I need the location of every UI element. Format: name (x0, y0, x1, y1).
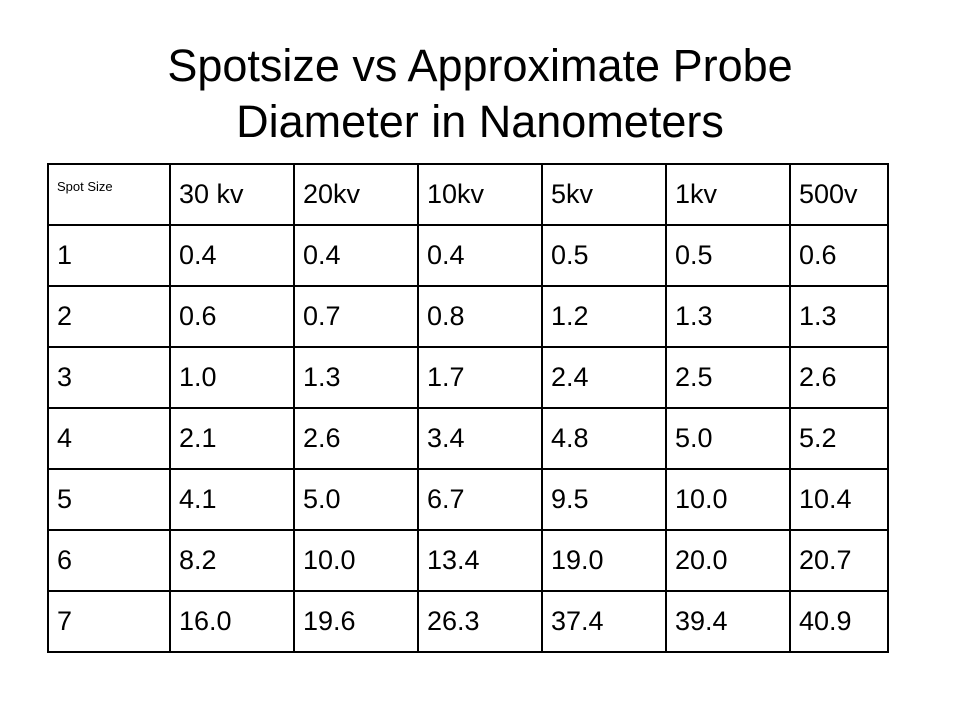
table-cell: 0.7 (293, 285, 419, 348)
header-cell: Spot Size (47, 163, 171, 226)
table-cell: 4 (47, 407, 171, 470)
table-cell: 8.2 (169, 529, 295, 592)
table-cell: 6.7 (417, 468, 543, 531)
table-row: 2 0.6 0.7 0.8 1.2 1.3 1.3 (47, 285, 889, 348)
header-row: Spot Size 30 kv 20kv 10kv 5kv 1kv 500v (47, 163, 889, 226)
table-cell: 20.0 (665, 529, 791, 592)
table-cell: 19.6 (293, 590, 419, 653)
table-cell: 4.8 (541, 407, 667, 470)
table-cell: 0.8 (417, 285, 543, 348)
table-cell: 0.6 (169, 285, 295, 348)
header-cell: 30 kv (169, 163, 295, 226)
table-cell: 1.3 (665, 285, 791, 348)
table-row: 5 4.1 5.0 6.7 9.5 10.0 10.4 (47, 468, 889, 531)
table-cell: 1.7 (417, 346, 543, 409)
table-cell: 37.4 (541, 590, 667, 653)
table-row: 1 0.4 0.4 0.4 0.5 0.5 0.6 (47, 224, 889, 287)
header-cell: 500v (789, 163, 889, 226)
table-cell: 10.4 (789, 468, 889, 531)
table-cell: 5.0 (293, 468, 419, 531)
table-cell: 2.6 (789, 346, 889, 409)
table-cell: 2.4 (541, 346, 667, 409)
table-cell: 1.2 (541, 285, 667, 348)
table-cell: 9.5 (541, 468, 667, 531)
table-cell: 1.3 (293, 346, 419, 409)
table-row: 3 1.0 1.3 1.7 2.4 2.5 2.6 (47, 346, 889, 409)
table-cell: 10.0 (293, 529, 419, 592)
title-line: Diameter in Nanometers (236, 96, 724, 147)
table-cell: 4.1 (169, 468, 295, 531)
table-cell: 5.0 (665, 407, 791, 470)
header-cell: 10kv (417, 163, 543, 226)
table-cell: 0.6 (789, 224, 889, 287)
header-cell: 20kv (293, 163, 419, 226)
table-cell: 0.5 (665, 224, 791, 287)
table-cell: 5.2 (789, 407, 889, 470)
table-cell: 0.4 (417, 224, 543, 287)
table-cell: 13.4 (417, 529, 543, 592)
slide-title: Spotsize vs Approximate Probe Diameter i… (0, 38, 960, 150)
table-cell: 19.0 (541, 529, 667, 592)
table-row: 4 2.1 2.6 3.4 4.8 5.0 5.2 (47, 407, 889, 470)
title-line: Spotsize vs Approximate Probe (167, 40, 793, 91)
data-table: Spot Size 30 kv 20kv 10kv 5kv 1kv 500v 1 0.4 0.4 0… (47, 163, 889, 653)
table-cell: 2 (47, 285, 171, 348)
table-cell: 0.4 (293, 224, 419, 287)
table-cell: 6 (47, 529, 171, 592)
table-cell: 7 (47, 590, 171, 653)
table-cell: 40.9 (789, 590, 889, 653)
table-cell: 2.1 (169, 407, 295, 470)
table-row: 6 8.2 10.0 13.4 19.0 20.0 20.7 (47, 529, 889, 592)
table-cell: 20.7 (789, 529, 889, 592)
table-cell: 1 (47, 224, 171, 287)
table-cell: 5 (47, 468, 171, 531)
table-cell: 0.5 (541, 224, 667, 287)
table-cell: 0.4 (169, 224, 295, 287)
table-cell: 3.4 (417, 407, 543, 470)
table-cell: 16.0 (169, 590, 295, 653)
table-row: 7 16.0 19.6 26.3 37.4 39.4 40.9 (47, 590, 889, 653)
table-cell: 10.0 (665, 468, 791, 531)
table-cell: 2.6 (293, 407, 419, 470)
table-cell: 1.0 (169, 346, 295, 409)
table-cell: 39.4 (665, 590, 791, 653)
table-cell: 2.5 (665, 346, 791, 409)
table-cell: 3 (47, 346, 171, 409)
table-cell: 1.3 (789, 285, 889, 348)
header-cell: 1kv (665, 163, 791, 226)
table-cell: 26.3 (417, 590, 543, 653)
header-cell: 5kv (541, 163, 667, 226)
